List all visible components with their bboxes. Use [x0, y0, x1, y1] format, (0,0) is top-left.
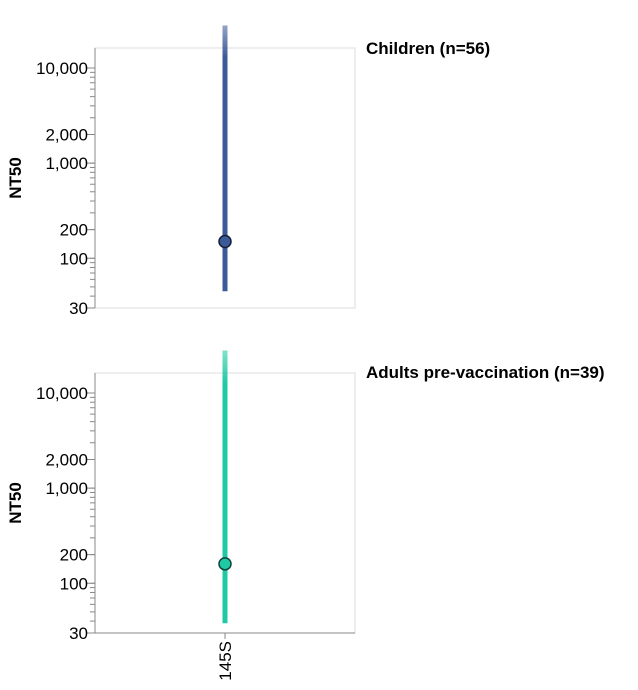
y-tick-label: 10,000 [36, 384, 88, 403]
y-axis-title-2: NT50 [6, 482, 25, 524]
y-tick-label: 200 [60, 546, 88, 565]
y-tick-label: 30 [69, 299, 88, 318]
y-tick-label: 100 [60, 249, 88, 268]
y-tick-label: 100 [60, 574, 88, 593]
data-point-2 [218, 557, 232, 571]
y-tick-label: 30 [69, 624, 88, 643]
y-tick-label: 2,000 [45, 125, 88, 144]
y-tick-label: 2,000 [45, 450, 88, 469]
x-tick-label: 145S [216, 641, 235, 681]
y-tick-label: 1,000 [45, 154, 88, 173]
y-tick-label: 1,000 [45, 479, 88, 498]
error-bar-2 [222, 350, 228, 624]
y-tick-label: 10,000 [36, 59, 88, 78]
error-bar-1 [222, 25, 228, 292]
data-point-1 [218, 234, 232, 249]
panel-title-2: Adults pre-vaccination (n=39) [366, 363, 605, 382]
y-axis-title-1: NT50 [6, 157, 25, 199]
panel-title-1: Children (n=56) [366, 39, 490, 58]
y-tick-label: 200 [60, 221, 88, 240]
